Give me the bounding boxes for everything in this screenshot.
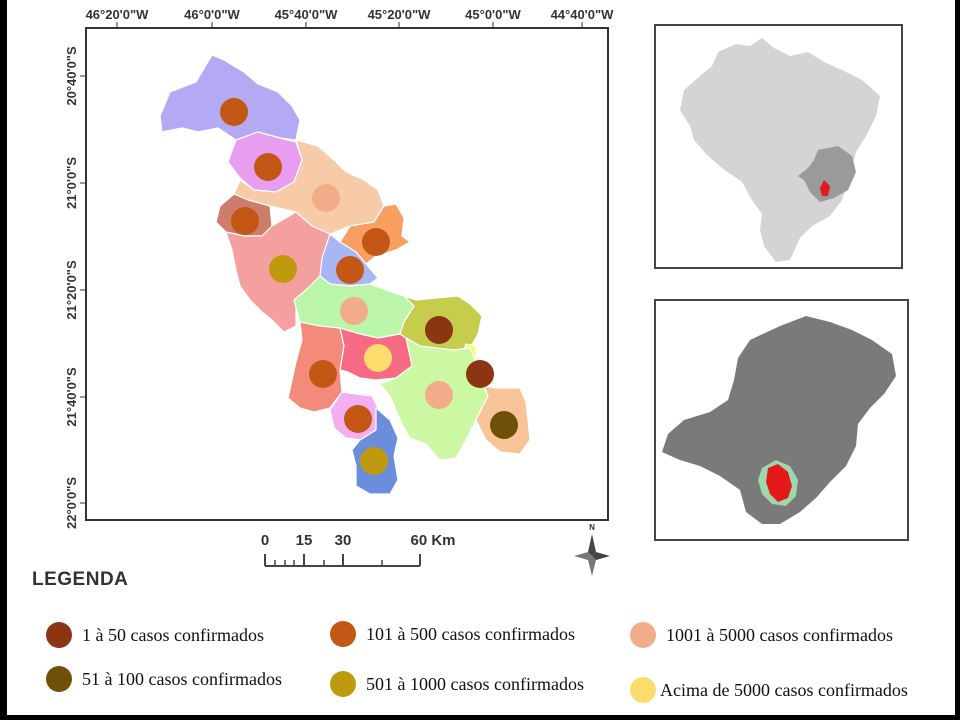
study-area-in-mg [766,464,792,502]
frame-border-right [955,0,960,720]
legend-item: 501 à 1000 casos confirmados [330,671,584,697]
legend-label: 501 à 1000 casos confirmados [366,673,584,694]
lat-tick-label: 21°0'0"S [64,157,79,209]
case-symbol [425,316,453,344]
case-symbol [336,256,364,284]
longitude-axis: 46°20'0"W 46°0'0"W 45°40'0"W 45°20'0"W 4… [86,7,615,28]
legend-label: 51 à 100 casos confirmados [82,668,282,689]
study-area-map: 46°20'0"W 46°0'0"W 45°40'0"W 45°20'0"W 4… [64,7,909,576]
legend-swatch [630,622,656,648]
case-symbol [220,98,248,126]
case-symbol [254,153,282,181]
case-symbol [231,207,259,235]
scale-bar: 0 15 30 60 Km [261,532,456,567]
case-symbol [425,381,453,409]
lat-tick-label: 21°40'0"S [64,367,79,427]
case-symbol [312,184,340,212]
legend-label: 1 à 50 casos confirmados [82,624,264,645]
frame-border-bottom [0,715,960,720]
lon-tick-label: 46°20'0"W [86,7,150,22]
legend-heading: LEGENDA [32,569,129,590]
lon-tick-label: 45°20'0"W [368,7,432,22]
latitude-axis: 20°40'0"S 21°0'0"S 21°20'0"S 21°40'0"S 2… [64,46,86,529]
lon-tick-label: 45°40'0"W [275,7,339,22]
legend-swatch [46,666,72,692]
legend-label: 1001 à 5000 casos confirmados [666,624,893,645]
case-symbol [360,447,388,475]
lat-tick-label: 21°20'0"S [64,260,79,320]
minas-gerais-in-brazil [798,146,856,202]
case-symbol [490,411,518,439]
scale-label: 60 Km [410,532,455,549]
legend-item: 51 à 100 casos confirmados [46,666,282,692]
legend-swatch [630,677,656,703]
case-symbol [362,228,390,256]
case-symbol [344,405,372,433]
lon-tick-label: 44°40'0"W [551,7,615,22]
inset-minas-gerais [654,299,909,541]
legend-item: 1 à 50 casos confirmados [46,622,264,648]
lat-tick-label: 22°0'0"S [64,477,79,529]
north-arrow-icon: N [574,523,610,576]
lon-tick-label: 46°0'0"W [184,7,240,22]
lon-tick-label: 45°0'0"W [465,7,521,22]
legend-swatch [330,671,356,697]
study-area-in-brazil [820,180,830,196]
scale-label: 0 [261,532,269,549]
case-symbols [220,98,518,475]
legend-item: 1001 à 5000 casos confirmados [630,622,893,648]
legend-swatch [330,621,356,647]
case-symbol [309,360,337,388]
legend-label: Acima de 5000 casos confirmados [660,679,908,700]
legend-swatch [46,622,72,648]
case-symbol [364,344,392,372]
minas-gerais-shape [662,316,896,524]
legend-item: Acima de 5000 casos confirmados [630,677,908,703]
inset-brazil [654,24,903,269]
frame-border-left [0,0,7,720]
case-symbol [269,255,297,283]
scale-label: 15 [296,532,313,549]
case-symbol [340,297,368,325]
legend-label: 101 à 500 casos confirmados [366,623,575,644]
legend-item: 101 à 500 casos confirmados [330,621,575,647]
north-label: N [589,523,595,532]
brazil-shape [680,38,880,262]
lat-tick-label: 20°40'0"S [64,46,79,106]
case-symbol [466,360,494,388]
scale-label: 30 [335,532,352,549]
